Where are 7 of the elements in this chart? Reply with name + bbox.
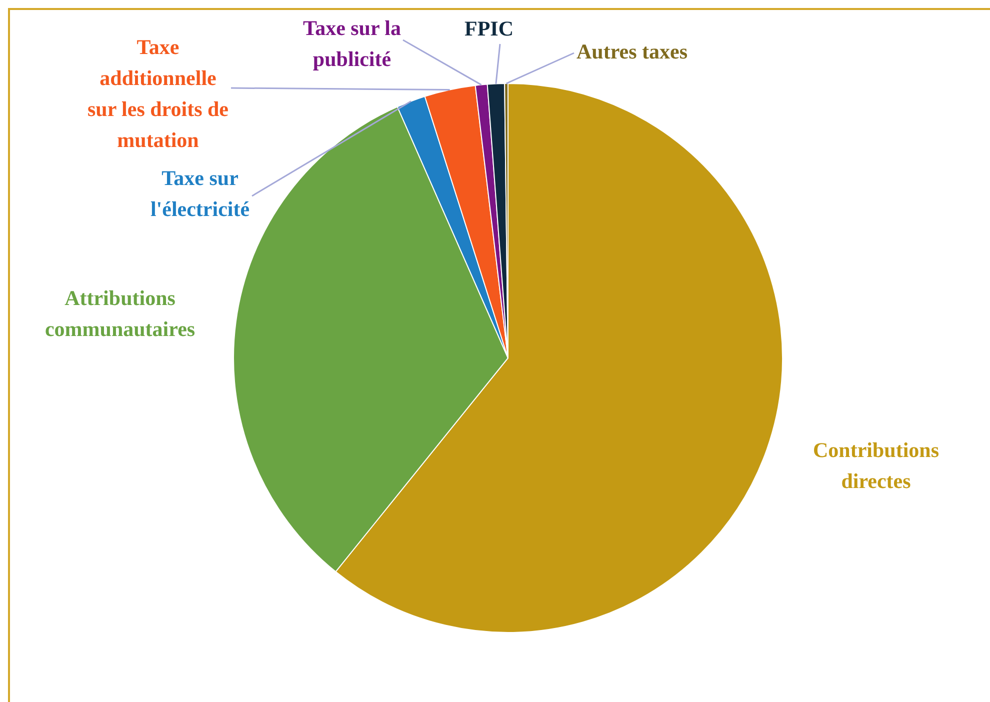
slice-label: Contributions directes: [812, 438, 940, 493]
slice-label: Taxe sur la publicité: [302, 16, 402, 71]
slice-label: FPIC: [464, 16, 514, 40]
slice-label: Taxe additionnelle sur les droits de mutation: [88, 34, 228, 152]
slice-label: Attributions communautaires: [44, 286, 196, 341]
slice-label: Taxe sur l'électricité: [150, 166, 250, 221]
slice-label: Autres taxes: [576, 39, 688, 64]
